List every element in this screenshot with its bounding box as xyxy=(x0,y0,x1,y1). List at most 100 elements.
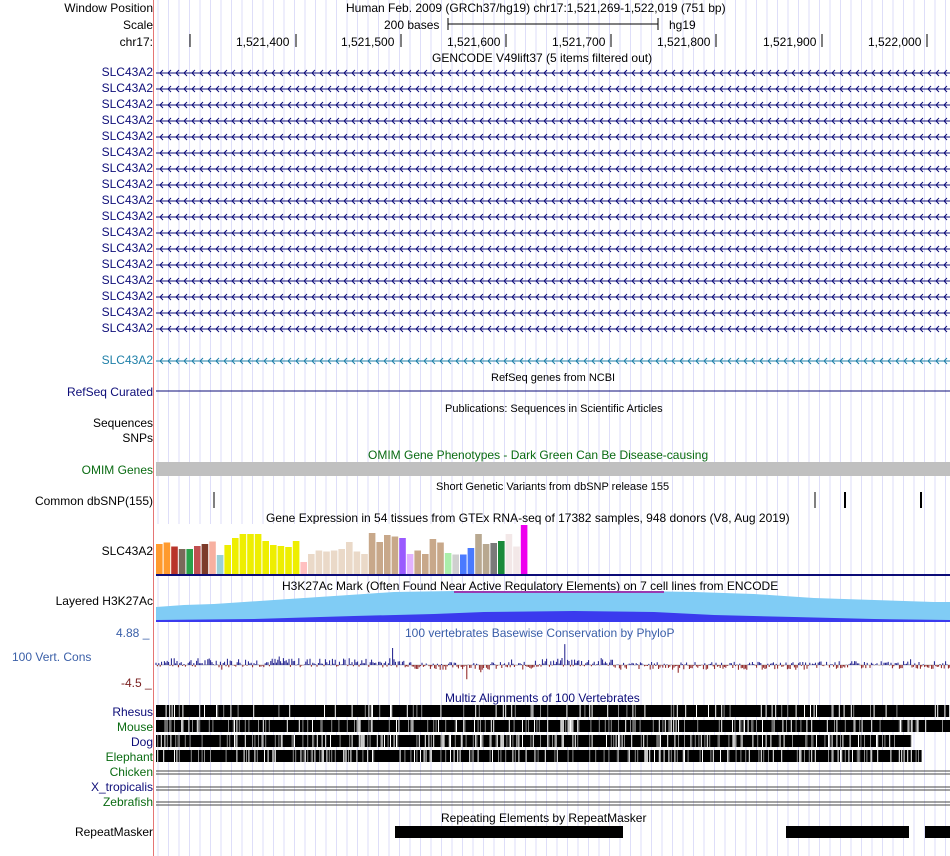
publications-sequences-label[interactable]: Sequences xyxy=(92,416,153,430)
gtex-tissue-bar xyxy=(186,549,193,574)
gene-label[interactable]: SLC43A2 xyxy=(101,257,153,271)
assembly-text: hg19 xyxy=(669,18,696,32)
gene-label[interactable]: SLC43A2 xyxy=(101,225,153,239)
gtex-tissue-bar xyxy=(513,546,520,574)
h3k27ac-label[interactable]: Layered H3K27Ac xyxy=(55,594,153,608)
gtex-tissue-bar xyxy=(452,554,459,574)
gencode-track-title: GENCODE V49lift37 (5 items filtered out) xyxy=(432,51,653,65)
label-divider xyxy=(153,0,154,856)
gene-label[interactable]: SLC43A2 xyxy=(101,81,153,95)
gene-label[interactable]: SLC43A2 xyxy=(101,161,153,175)
gene-label[interactable]: SLC43A2 xyxy=(101,97,153,111)
conservation-signal[interactable] xyxy=(154,640,950,690)
conservation-track-title: 100 vertebrates Basewise Conservation by… xyxy=(405,626,675,640)
gene-label[interactable]: SLC43A2 xyxy=(101,193,153,207)
h3k27ac-signal[interactable] xyxy=(154,591,950,623)
multiz-track-title: Multiz Alignments of 100 Vertebrates xyxy=(445,691,640,705)
refseq-label[interactable]: RefSeq Curated xyxy=(66,385,153,399)
gene-label[interactable]: SLC43A2 xyxy=(101,305,153,319)
refseq-track-title: RefSeq genes from NCBI xyxy=(491,372,616,384)
multiz-alignments[interactable] xyxy=(154,704,950,808)
repeatmasker-elements[interactable] xyxy=(154,824,950,840)
gene-label[interactable]: SLC43A2 xyxy=(101,209,153,223)
cons-negative xyxy=(156,665,950,680)
species-label-rhesus[interactable]: Rhesus xyxy=(112,705,153,719)
gene-line xyxy=(156,117,950,125)
ruler-ticks xyxy=(189,34,928,47)
gene-line xyxy=(156,181,950,189)
gtex-tissue-bar xyxy=(429,539,437,574)
gtex-tissue-bar xyxy=(247,534,254,574)
gene-label[interactable]: SLC43A2 xyxy=(101,321,153,335)
gtex-tissue-bar xyxy=(232,538,239,574)
gtex-tissue-bar xyxy=(163,542,171,574)
ruler-label: 1,522,000 xyxy=(868,35,922,49)
species-label-mouse[interactable]: Mouse xyxy=(116,720,153,734)
gtex-tissue-bar xyxy=(315,550,323,574)
gtex-tissue-bar xyxy=(171,546,178,574)
gene-line xyxy=(156,213,950,221)
gtex-tissue-bar xyxy=(285,547,292,574)
gene-label[interactable]: SLC43A2 xyxy=(101,65,153,79)
gtex-tissue-bar xyxy=(277,546,285,574)
gene-line xyxy=(156,133,950,141)
gtex-track-title: Gene Expression in 54 tissues from GTEx … xyxy=(266,511,790,525)
gene-line xyxy=(156,229,950,237)
gene-line xyxy=(156,149,950,157)
species-label-x-tropicalis[interactable]: X_tropicalis xyxy=(90,780,153,794)
gencode-gene-lines[interactable] xyxy=(154,62,950,366)
gtex-tissue-bar xyxy=(178,549,186,574)
gtex-tissue-bar xyxy=(482,544,490,574)
gene-label[interactable]: SLC43A2 xyxy=(101,289,153,303)
ruler-label: 1,521,800 xyxy=(657,35,711,49)
gtex-tissue-bar xyxy=(384,535,391,574)
gene-label[interactable]: SLC43A2 xyxy=(101,273,153,287)
omim-label[interactable]: OMIM Genes xyxy=(81,463,153,477)
gtex-tissue-bar xyxy=(201,544,209,574)
h3k27ac-light-layer xyxy=(156,591,950,622)
gtex-tissue-bar xyxy=(368,533,376,574)
dbsnp-variants[interactable] xyxy=(154,492,950,510)
alignment-row xyxy=(156,720,950,732)
repeatmasker-label[interactable]: RepeatMasker xyxy=(74,825,153,839)
repeat-element xyxy=(786,826,909,838)
gtex-tissue-bar xyxy=(323,551,330,574)
gene-label[interactable]: SLC43A2 xyxy=(101,129,153,143)
species-label-chicken[interactable]: Chicken xyxy=(109,765,153,779)
gene-label[interactable]: SLC43A2 xyxy=(101,145,153,159)
publications-snps-label[interactable]: SNPs xyxy=(122,431,153,445)
repeat-element xyxy=(395,826,623,838)
omim-gene-bar[interactable] xyxy=(156,462,950,476)
gtex-tissue-bar xyxy=(490,543,497,574)
scale-label: Scale xyxy=(122,18,153,32)
gtex-gene-label[interactable]: SLC43A2 xyxy=(101,544,153,558)
gtex-tissue-bar xyxy=(216,555,224,574)
gene-line xyxy=(156,293,950,301)
dbsnp-label[interactable]: Common dbSNP(155) xyxy=(34,494,153,508)
gene-label[interactable]: SLC43A2 xyxy=(101,353,153,367)
gtex-tissue-bar xyxy=(376,542,383,574)
gtex-bar-chart[interactable] xyxy=(154,524,950,578)
h3k27ac-track-title: H3K27Ac Mark (Often Found Near Active Re… xyxy=(282,579,779,593)
gtex-tissue-bar xyxy=(498,541,505,574)
gtex-tissue-bar xyxy=(156,544,163,574)
gtex-tissue-bar xyxy=(505,534,513,574)
gene-line xyxy=(156,357,950,365)
refseq-gene-line[interactable] xyxy=(154,384,950,398)
ruler-label: 1,521,400 xyxy=(236,35,290,49)
gene-label[interactable]: SLC43A2 xyxy=(101,113,153,127)
conservation-min: -4.5 _ xyxy=(121,676,152,690)
gene-label[interactable]: SLC43A2 xyxy=(101,177,153,191)
publications-track-title: Publications: Sequences in Scientific Ar… xyxy=(445,403,663,415)
ruler-label: 1,521,700 xyxy=(552,35,606,49)
species-label-dog[interactable]: Dog xyxy=(130,735,153,749)
gene-line xyxy=(156,245,950,253)
conservation-label[interactable]: 100 Vert. Cons xyxy=(12,650,92,664)
gene-label[interactable]: SLC43A2 xyxy=(101,241,153,255)
alignment-row xyxy=(156,705,950,717)
species-label-elephant[interactable]: Elephant xyxy=(105,750,153,764)
gene-line xyxy=(156,101,950,109)
species-label-zebrafish[interactable]: Zebrafish xyxy=(102,795,153,809)
gene-line xyxy=(156,69,950,77)
